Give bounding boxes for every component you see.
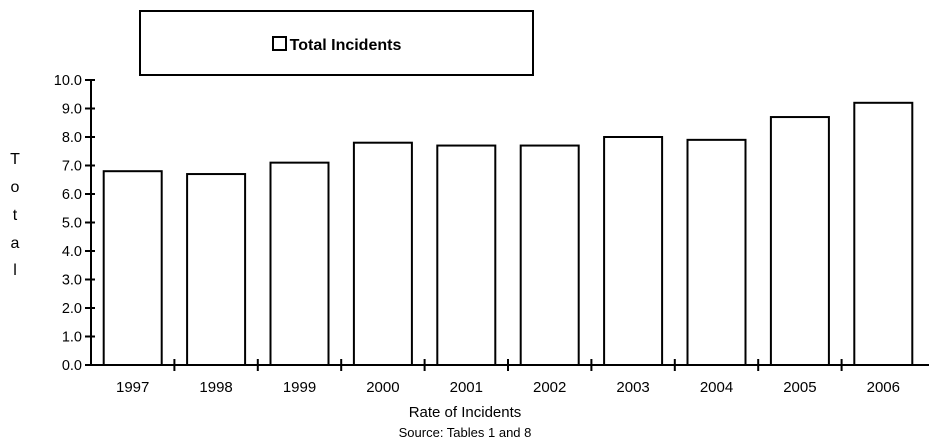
- y-axis-label-letter: o: [10, 179, 20, 196]
- legend-swatch-icon: [271, 36, 287, 51]
- y-tick-label: 10.0: [54, 73, 82, 89]
- x-tick-label: 1999: [283, 379, 316, 396]
- bar: [686, 138, 747, 366]
- y-tick-label: 3.0: [62, 273, 82, 289]
- source-note: Source: Tables 1 and 8: [398, 425, 532, 440]
- x-tick-label: 2000: [366, 379, 399, 396]
- bars: [102, 101, 914, 367]
- y-tick-label: 7.0: [62, 159, 82, 175]
- bar: [436, 144, 497, 366]
- y-tick-label: 8.0: [62, 130, 82, 146]
- x-tick-label: 2002: [533, 379, 566, 396]
- x-tick-label: 2004: [700, 379, 733, 396]
- y-axis-label-letter: l: [13, 262, 17, 279]
- bar: [519, 144, 580, 366]
- y-tick-label: 6.0: [62, 187, 82, 203]
- bar: [352, 141, 413, 366]
- x-tick-label: 1997: [116, 379, 149, 396]
- y-tick-label: 4.0: [62, 244, 82, 260]
- x-tick-label: 2006: [867, 379, 900, 396]
- legend-label: Total Incidents: [289, 37, 402, 54]
- x-tick-label: 1998: [199, 379, 232, 396]
- y-axis-label-letter: a: [10, 235, 20, 252]
- bar: [603, 136, 664, 366]
- y-axis-label-letter: t: [12, 207, 18, 224]
- y-tick-label: 9.0: [62, 102, 82, 118]
- bar: [102, 170, 163, 366]
- legend-entry: Total Incidents: [141, 36, 532, 55]
- x-tick-label: 2003: [616, 379, 649, 396]
- y-axis: 0.0 1.0 2.0 3.0 4.0 5.0 6.0 7.0 8.0 9.0 10.0: [54, 73, 95, 374]
- bar: [853, 101, 914, 367]
- y-tick-label: 5.0: [62, 216, 82, 232]
- bar: [269, 161, 330, 366]
- bar: [186, 173, 247, 366]
- y-tick-label: 1.0: [62, 330, 82, 346]
- bar: [769, 116, 830, 366]
- x-tick-label: 2005: [783, 379, 816, 396]
- y-tick-label: 2.0: [62, 301, 82, 317]
- y-tick-label: 0.0: [62, 358, 82, 374]
- x-axis-label: Rate of Incidents: [408, 404, 522, 421]
- y-axis-label-letter: T: [10, 151, 20, 168]
- x-tick-label: 2001: [450, 379, 483, 396]
- legend: Total Incidents: [139, 10, 534, 76]
